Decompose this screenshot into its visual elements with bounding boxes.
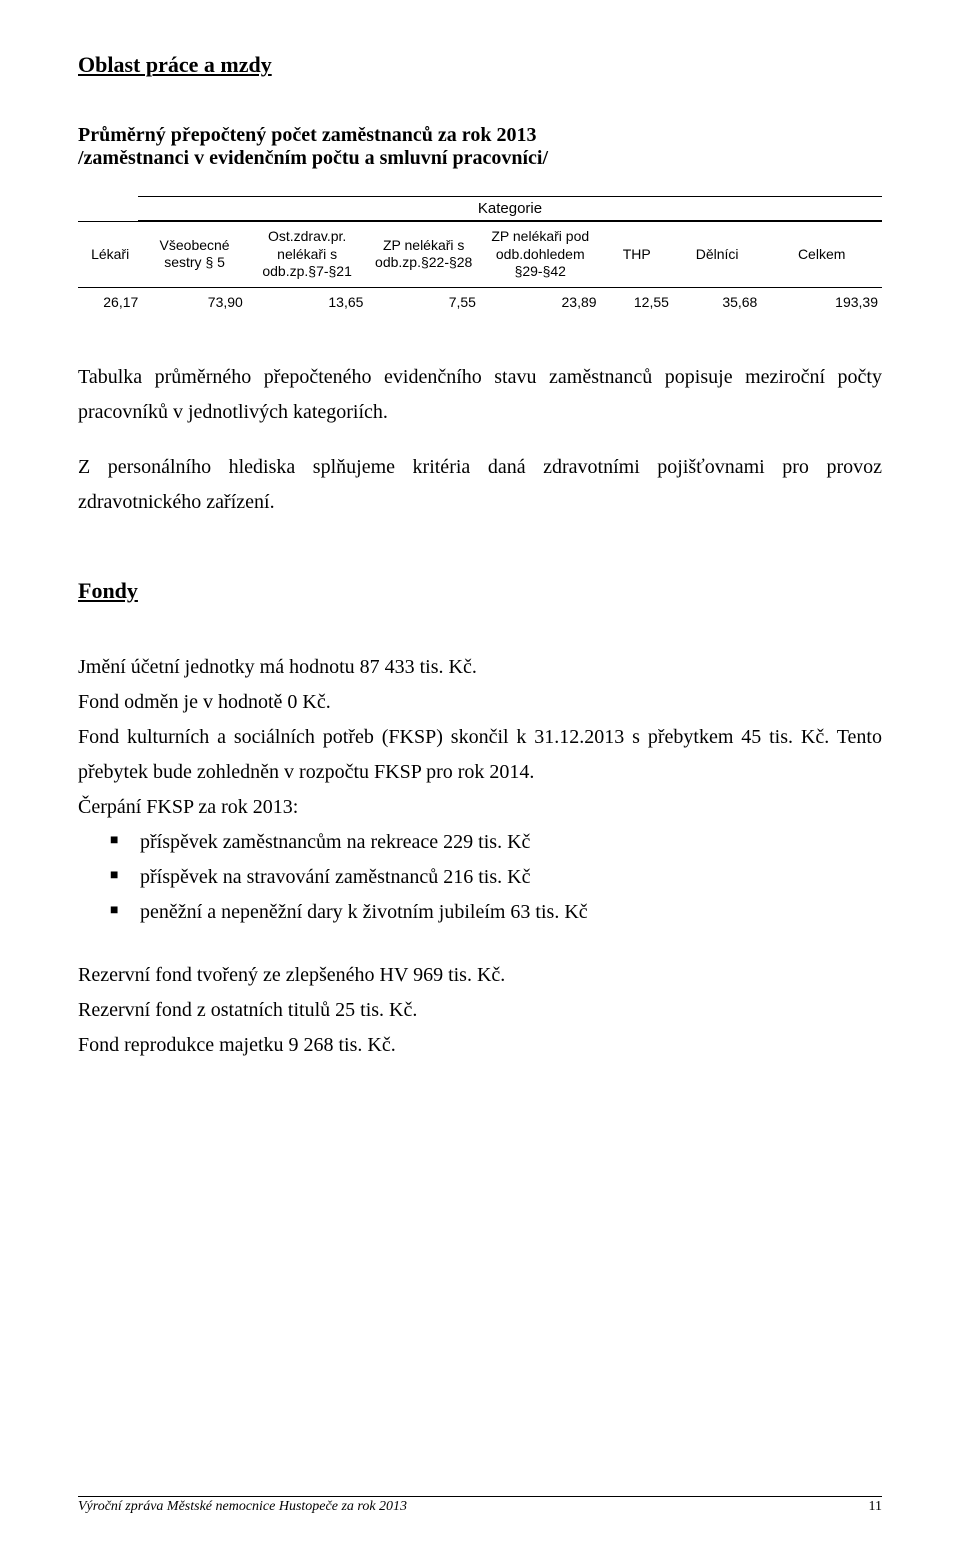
paragraph: Tabulka průměrného přepočteného evidenčn… [78,360,882,430]
table-cell: 26,17 [78,287,142,316]
table-header-cell: Lékaři [78,222,142,288]
page-footer: Výroční zpráva Městské nemocnice Hustope… [78,1496,882,1515]
page: Oblast práce a mzdy Průměrný přepočtený … [0,0,960,1541]
table-cell: 23,89 [480,287,601,316]
paragraph: Čerpání FKSP za rok 2013: [78,790,882,825]
table-header-cell: ZP nelékaři pod odb.dohledem §29-§42 [480,222,601,288]
table-row: 26,1773,9013,657,5523,8912,5535,68193,39 [78,287,882,316]
bullet-list: příspěvek zaměstnancům na rekreace 229 t… [78,825,882,930]
paragraph: Fond reprodukce majetku 9 268 tis. Kč. [78,1028,882,1063]
sub-title: Průměrný přepočtený počet zaměstnanců za… [78,124,882,170]
list-item: peněžní a nepeněžní dary k životním jubi… [78,895,882,930]
sub-title-line-1: Průměrný přepočtený počet zaměstnanců za… [78,124,536,146]
paragraph: Rezervní fond z ostatních titulů 25 tis.… [78,993,882,1028]
sub-title-line-2: /zaměstnanci v evidenčním počtu a smluvn… [78,147,548,169]
paragraph: Fond kulturních a sociálních potřeb (FKS… [78,720,882,790]
fondy-title: Fondy [78,578,882,604]
paragraph: Jmění účetní jednotky má hodnotu 87 433 … [78,650,882,685]
list-item: příspěvek na stravování zaměstnanců 216 … [78,860,882,895]
table-wrapper: Kategorie LékařiVšeobecné sestry § 5Ost.… [78,196,882,316]
table-header-cell: Dělníci [673,222,761,288]
table-cell: 35,68 [673,287,761,316]
spacer [78,540,882,578]
table-cell: 13,65 [247,287,368,316]
table-header-row: LékařiVšeobecné sestry § 5Ost.zdrav.pr. … [78,222,882,288]
list-item: příspěvek zaměstnancům na rekreace 229 t… [78,825,882,860]
paragraph: Rezervní fond tvořený ze zlepšeného HV 9… [78,958,882,993]
section-title: Oblast práce a mzdy [78,52,882,78]
table-cell: 12,55 [601,287,673,316]
page-number: 11 [869,1499,882,1515]
paragraph: Z personálního hlediska splňujeme kritér… [78,450,882,520]
table-cell: 73,90 [142,287,247,316]
table-group-header: Kategorie [138,196,882,221]
employees-table: LékařiVšeobecné sestry § 5Ost.zdrav.pr. … [78,221,882,316]
table-header-cell: Ost.zdrav.pr. nelékaři s odb.zp.§7-§21 [247,222,368,288]
table-header-cell: THP [601,222,673,288]
paragraph: Fond odměn je v hodnotě 0 Kč. [78,685,882,720]
table-cell: 7,55 [367,287,480,316]
table-cell: 193,39 [761,287,882,316]
table-header-cell: Všeobecné sestry § 5 [142,222,247,288]
table-header-cell: ZP nelékaři s odb.zp.§22-§28 [367,222,480,288]
footer-text: Výroční zpráva Městské nemocnice Hustope… [78,1499,407,1515]
table-header-cell: Celkem [761,222,882,288]
